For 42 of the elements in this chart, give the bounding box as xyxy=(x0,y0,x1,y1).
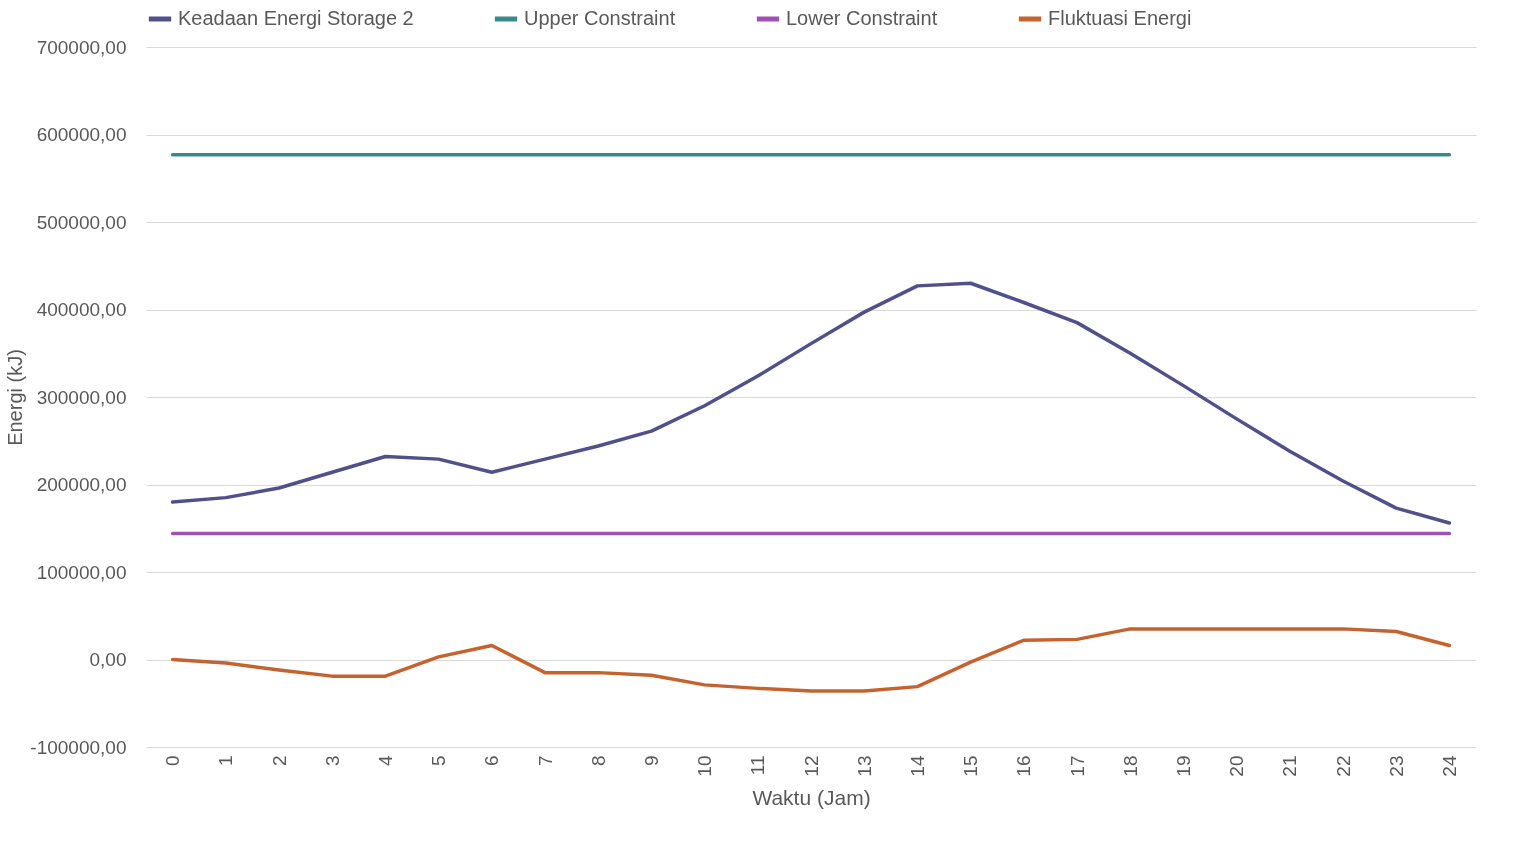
x-tick-label: 8 xyxy=(587,755,609,767)
y-tick-label: 400000,00 xyxy=(36,299,127,320)
y-axis-title: Energi (kJ) xyxy=(4,349,27,446)
x-tick-label: 0 xyxy=(162,755,184,767)
y-tick-label: 700000,00 xyxy=(36,36,127,58)
x-tick-label: 1 xyxy=(215,755,237,767)
x-tick-label: 19 xyxy=(1172,755,1194,777)
x-tick-label: 9 xyxy=(640,755,662,767)
y-tick-label: 0,00 xyxy=(89,649,127,670)
x-tick-label: 2 xyxy=(268,755,290,767)
y-tick-label: 200000,00 xyxy=(36,474,127,495)
x-axis-title: Waktu (Jam) xyxy=(752,785,871,809)
legend-label: Lower Constraint xyxy=(786,7,938,29)
x-tick-label: 18 xyxy=(1119,755,1141,777)
x-tick-label: 12 xyxy=(800,755,822,777)
legend-label: Fluktuasi Energi xyxy=(1048,7,1192,29)
x-tick-label: 5 xyxy=(428,755,450,767)
y-tick-label: 300000,00 xyxy=(36,386,127,408)
legend-label: Upper Constraint xyxy=(524,7,676,29)
x-tick-label: 4 xyxy=(374,755,396,767)
x-tick-label: 15 xyxy=(960,755,982,777)
x-tick-label: 14 xyxy=(906,755,928,777)
y-tick-label: 100000,00 xyxy=(36,561,127,583)
x-tick-label: 20 xyxy=(1226,755,1248,777)
x-tick-label: 3 xyxy=(321,755,343,767)
x-tick-label: 7 xyxy=(534,755,556,767)
x-tick-label: 24 xyxy=(1438,755,1460,777)
line-series xyxy=(170,627,1452,693)
x-tick-label: 21 xyxy=(1279,755,1301,777)
x-tick-label: 17 xyxy=(1066,755,1088,777)
x-tick-label: 23 xyxy=(1385,755,1407,777)
y-tick-label: 600000,00 xyxy=(36,124,127,145)
y-tick-label: -100000,00 xyxy=(30,736,127,758)
x-tick-label: 6 xyxy=(481,755,503,767)
y-tick-label: 500000,00 xyxy=(36,211,127,233)
legend-label: Keadaan Energi Storage 2 xyxy=(178,7,414,29)
x-tick-label: 13 xyxy=(853,755,875,777)
x-tick-label: 16 xyxy=(1013,755,1035,777)
x-tick-label: 22 xyxy=(1332,755,1354,777)
x-tick-label: 11 xyxy=(747,755,769,776)
x-tick-label: 10 xyxy=(694,755,716,777)
line-series xyxy=(170,281,1452,525)
